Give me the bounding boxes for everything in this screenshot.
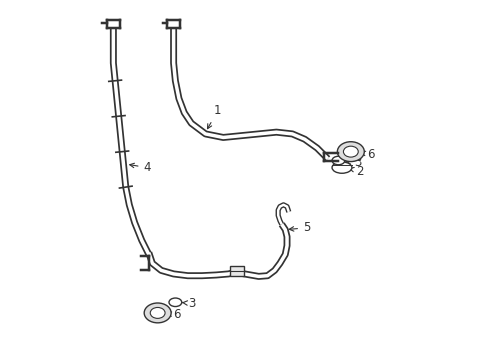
Ellipse shape	[343, 146, 358, 157]
Text: 3: 3	[346, 156, 361, 169]
Ellipse shape	[144, 303, 171, 323]
Ellipse shape	[150, 307, 165, 318]
Ellipse shape	[337, 142, 364, 162]
Text: 1: 1	[207, 104, 221, 129]
Ellipse shape	[331, 162, 351, 173]
Text: 6: 6	[167, 308, 181, 321]
Ellipse shape	[169, 298, 182, 306]
Text: 2: 2	[349, 165, 363, 177]
FancyBboxPatch shape	[230, 266, 244, 276]
Text: 5: 5	[289, 221, 310, 234]
Text: 6: 6	[360, 148, 373, 161]
Text: 3: 3	[182, 297, 195, 310]
Text: 4: 4	[129, 161, 151, 174]
Ellipse shape	[331, 156, 344, 165]
